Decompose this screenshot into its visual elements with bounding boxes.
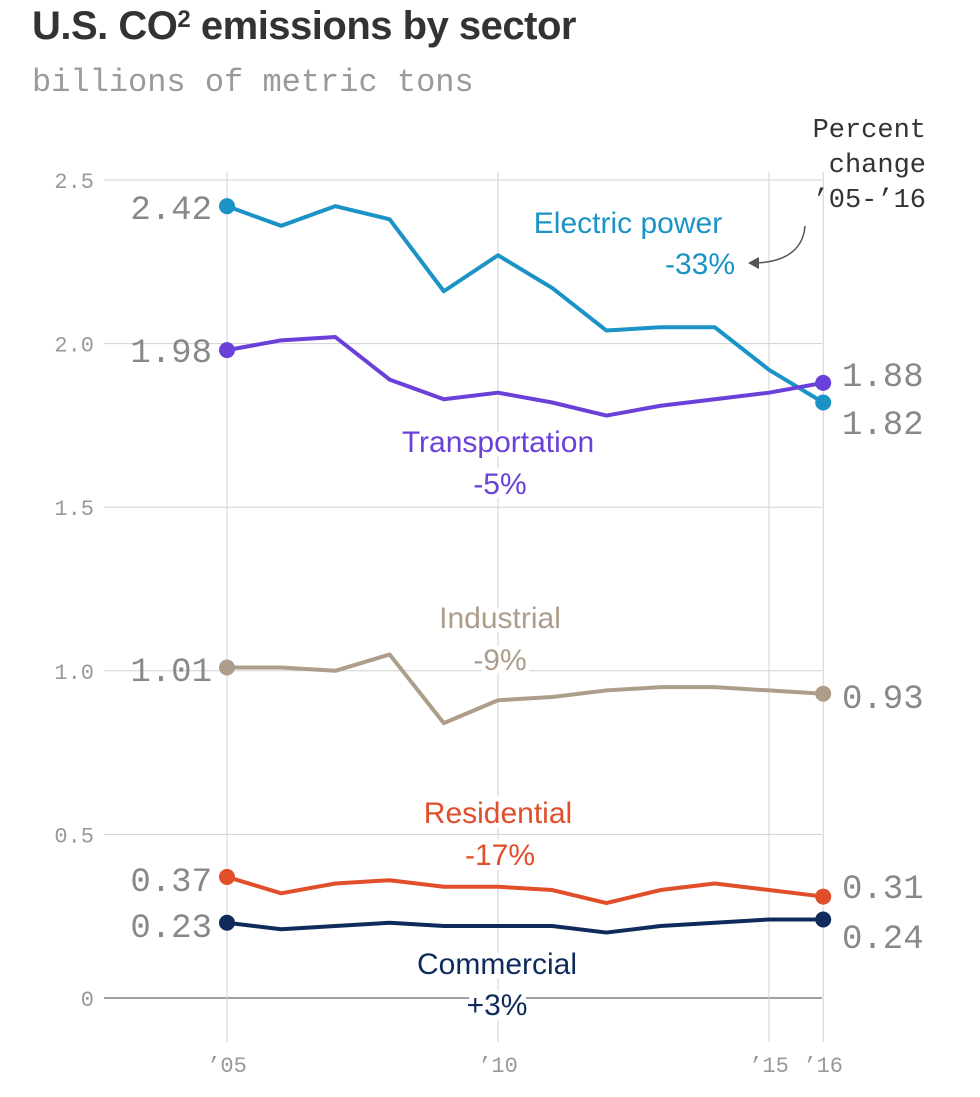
series-lines [225, 204, 826, 935]
chart-subtitle: billions of metric tons [32, 64, 474, 101]
y-tick-label: 0 [81, 988, 94, 1013]
series-name-label: Commercial [417, 948, 577, 981]
start-marker [219, 198, 235, 215]
annotation-arrow-line [751, 225, 806, 264]
series-labels: Electric power -33% Transportation -5% Indus… [397, 202, 740, 1027]
end-marker [815, 911, 832, 928]
y-tick-label: 1.5 [54, 497, 94, 522]
annotation-arrow-head [748, 257, 759, 269]
series-name-label: Electric power [534, 207, 722, 240]
series-line [225, 204, 826, 405]
end-marker [815, 394, 832, 411]
end-marker [815, 374, 832, 391]
y-tick-label: 0.5 [54, 824, 94, 849]
x-tick-label: ’10 [478, 1054, 518, 1079]
axis-labels: 0 0.5 1.0 1.5 2.0 2.5 ’05 ’10 ’15 ’16 [54, 170, 843, 1079]
series-line [225, 652, 826, 726]
start-value-label: 1.01 [130, 654, 212, 692]
annotation-line-3: ’05-’16 [813, 186, 926, 216]
start-value-label: 1.98 [130, 335, 212, 373]
start-value-label: 0.37 [130, 864, 212, 902]
start-value-label: 2.42 [130, 192, 212, 230]
chart-title: U.S. CO2 emissions by sector [32, 4, 576, 49]
end-marker [815, 685, 832, 702]
annotation-line-1: Percent [813, 116, 926, 146]
title-main: U.S. CO [32, 4, 178, 48]
title-subscript: 2 [177, 6, 191, 33]
series-name-label: Residential [424, 797, 572, 830]
series-name-label: Transportation [402, 426, 594, 459]
y-tick-label: 1.0 [54, 661, 94, 686]
start-marker [219, 659, 235, 676]
percent-change-annotation: Percent change ’05-’16 [748, 116, 926, 269]
end-value-label: 0.31 [842, 871, 924, 909]
series-line [225, 874, 826, 906]
start-marker [219, 868, 235, 885]
annotation-line-2: change [829, 151, 926, 181]
series-change-label: -5% [473, 468, 526, 501]
x-tick-label: ’05 [207, 1054, 247, 1079]
x-tick-label: ’16 [803, 1054, 843, 1079]
start-value-label: 0.23 [130, 910, 212, 948]
y-tick-label: 2.0 [54, 334, 94, 359]
end-marker [815, 888, 832, 905]
end-value-label: 1.82 [842, 407, 924, 445]
series-change-label: -9% [473, 644, 526, 677]
y-tick-label: 2.5 [54, 170, 94, 195]
start-marker [219, 342, 235, 359]
series-change-label: +3% [467, 989, 528, 1022]
series-change-label: -17% [465, 839, 535, 872]
series-change-label: -33% [665, 248, 735, 281]
end-value-label: 1.88 [842, 359, 924, 397]
series-name-label: Industrial [439, 602, 561, 635]
end-value-label: 0.93 [842, 681, 924, 719]
start-marker [219, 914, 235, 931]
endpoint-markers: 2.42 1.82 1.98 1.88 1.01 0.93 0.37 0.31 0.23 0.24 [130, 192, 923, 959]
series-line [225, 335, 826, 418]
end-value-label: 0.24 [842, 921, 924, 959]
title-rest: emissions by sector [190, 4, 577, 48]
series-line [225, 917, 826, 935]
x-tick-label: ’15 [749, 1054, 789, 1079]
